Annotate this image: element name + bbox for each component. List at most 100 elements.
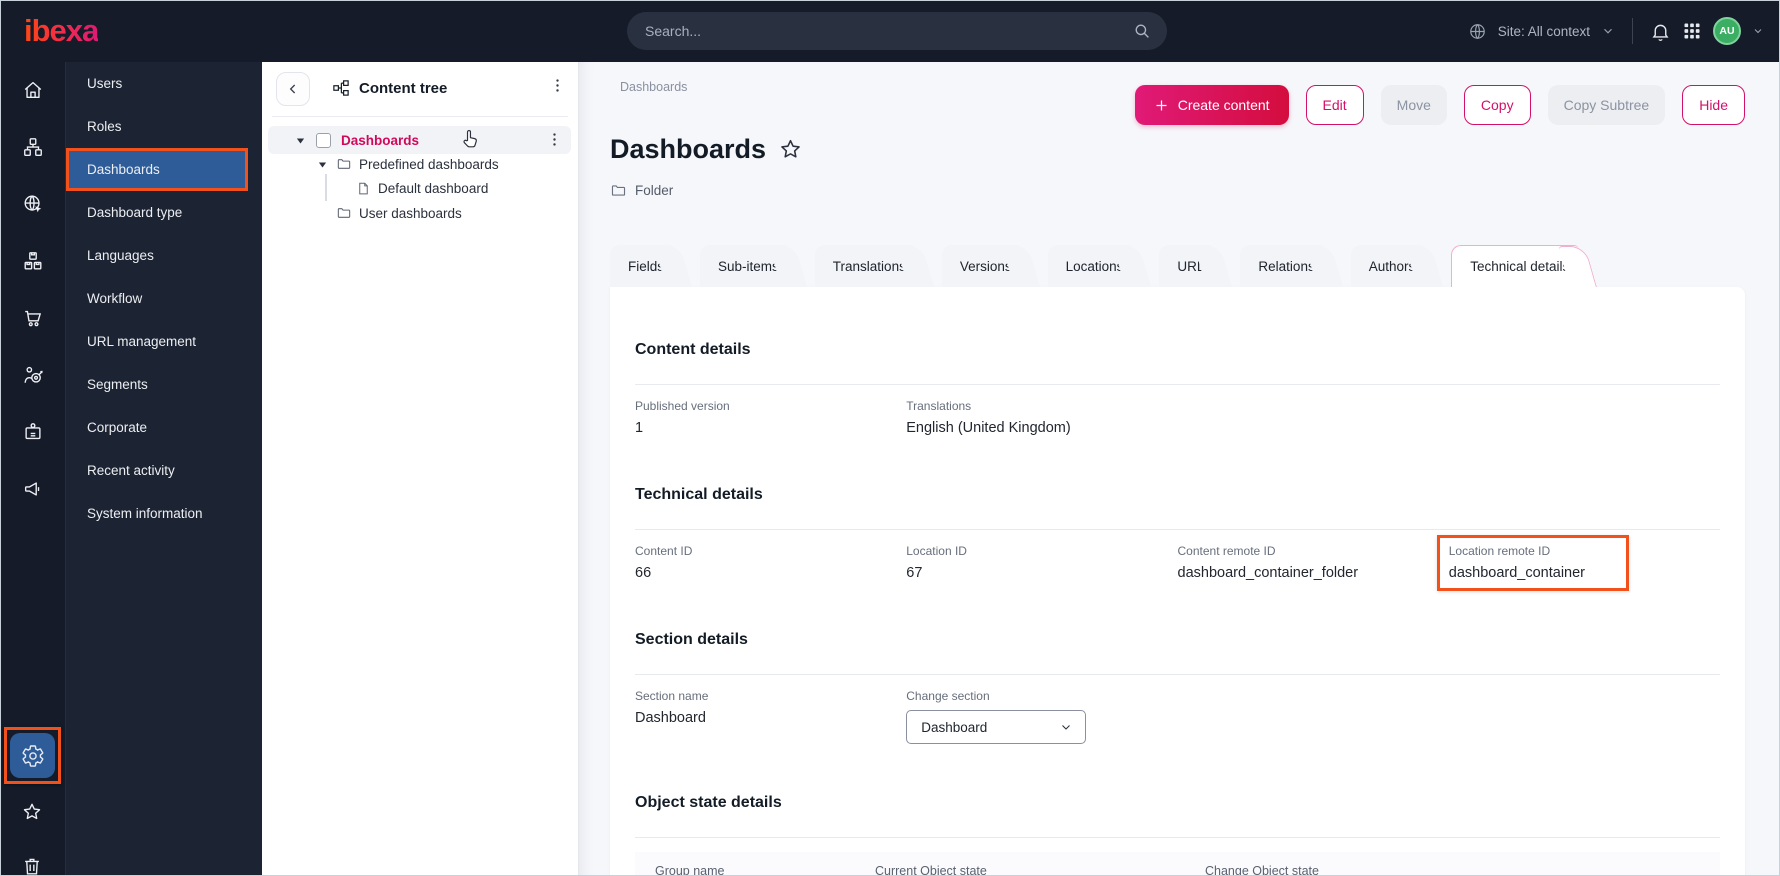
field-published-version: Published version 1 [635,399,730,436]
object-state-table-header: Group name Current Object state Change O… [635,852,1720,876]
site-globe-icon[interactable] [22,193,44,215]
sidebar-item-system-information[interactable]: System information [87,506,203,521]
tab-translations[interactable]: Translations [814,245,916,287]
sidebar-item-corporate[interactable]: Corporate [87,420,148,435]
corporate-badge-icon[interactable] [22,421,44,443]
move-button: Move [1380,85,1447,125]
copy-button[interactable]: Copy [1463,85,1531,125]
settings-gear-icon[interactable] [10,733,55,778]
copy-subtree-button: Copy Subtree [1547,85,1666,125]
tree-separator [272,116,568,117]
folder-icon [336,156,352,172]
tab-versions[interactable]: Versions [941,245,1022,287]
collapse-panel-button[interactable] [276,72,310,106]
tree-node-checkbox[interactable] [316,132,331,148]
content-tree-panel: Content tree Dashboards Predefin [262,62,579,876]
content-tree-title: Content tree [359,79,448,97]
sidebar-item-url-management[interactable]: URL management [87,334,197,349]
tab-technical-details[interactable]: Technical details [1451,245,1580,287]
home-icon[interactable] [22,79,44,101]
object-state-section: Object state details Group name Current … [635,794,1720,876]
tree-node-label[interactable]: Dashboards [341,132,420,148]
hide-button[interactable]: Hide [1682,85,1745,125]
tree-node-default-dashboard[interactable]: Default dashboard [262,176,579,200]
bookmark-star-icon[interactable] [778,137,803,162]
tab-authors[interactable]: Authors [1350,245,1426,287]
chevron-down-icon [1059,720,1073,734]
field-section-name: Section name Dashboard [635,689,709,726]
tree-node-label[interactable]: Default dashboard [378,180,489,196]
field-translations: Translations English (United Kingdom) [906,399,1071,436]
section-heading: Content details [635,341,751,358]
content-structure-icon[interactable] [22,136,44,158]
column-header: Current Object state [875,864,987,876]
content-type-label: Folder [635,183,674,198]
topbar-divider [1632,18,1633,44]
app-grid-icon[interactable] [1682,21,1702,41]
sidebar-item-recent-activity[interactable]: Recent activity [87,463,175,478]
tree-node-label[interactable]: Predefined dashboards [359,156,499,172]
caret-down-icon[interactable] [296,136,305,145]
create-content-button[interactable]: Create content [1134,85,1289,125]
trash-icon[interactable] [21,855,43,876]
mouse-pointer-hand-icon [460,128,482,150]
site-globe-icon [1468,22,1487,41]
personalization-target-icon[interactable] [22,364,44,386]
ibexa-logo: ibexa [24,13,99,48]
sidebar-item-roles[interactable]: Roles [87,119,122,134]
section-heading: Technical details [635,486,763,503]
campaign-megaphone-icon[interactable] [22,478,44,500]
change-section-select[interactable]: Dashboard [906,710,1087,744]
chevron-down-icon[interactable] [1601,24,1615,38]
tab-bar: Fields Sub-items Translations Versions L… [610,245,1605,287]
tree-node-user-dashboards[interactable]: User dashboards [262,201,579,225]
sidebar-item-languages[interactable]: Languages [87,248,154,263]
field-change-section: Change section Dashboard [906,689,1177,744]
sidebar-item-segments[interactable]: Segments [87,377,148,392]
edit-button[interactable]: Edit [1305,85,1364,125]
field-content-id: Content ID 66 [635,544,693,581]
tree-node-label[interactable]: User dashboards [359,205,462,221]
sidebar-item-dashboards[interactable]: Dashboards [66,148,248,191]
field-content-remote-id: Content remote ID dashboard_container_fo… [1177,544,1359,581]
content-details-section: Content details Published version 1 Tran… [635,341,1720,436]
node-kebab-icon[interactable] [546,131,563,148]
field-location-id: Location ID 67 [906,544,967,581]
tree-node-dashboards[interactable]: Dashboards [268,126,571,154]
admin-sidebar: Users Roles Dashboards Dashboard type La… [65,62,262,876]
tab-relations[interactable]: Relations [1240,245,1325,287]
folder-icon [610,182,627,199]
search-input[interactable] [645,23,1133,39]
notification-bell-icon[interactable] [1650,21,1671,42]
bookmarks-star-icon[interactable] [21,801,43,823]
site-context-label[interactable]: Site: All context [1497,23,1590,39]
commerce-cart-icon[interactable] [22,307,44,329]
sidebar-item-users[interactable]: Users [87,76,123,91]
sidebar-item-dashboard-type[interactable]: Dashboard type [87,205,183,220]
tree-node-predefined-dashboards[interactable]: Predefined dashboards [262,152,579,176]
tab-sub-items[interactable]: Sub-items [700,245,789,287]
global-search[interactable] [627,12,1167,50]
breadcrumb[interactable]: Dashboards [620,80,688,94]
product-catalog-icon[interactable] [22,250,44,272]
main-content: Dashboards Create content Edit Move Copy… [579,62,1780,876]
annotation-box-settings [4,727,61,784]
tab-fields[interactable]: Fields [610,245,675,287]
content-tree-icon [332,79,350,97]
topbar: ibexa Site: All context AU [0,0,1780,62]
section-heading: Object state details [635,794,782,811]
sidebar-item-workflow[interactable]: Workflow [87,291,143,306]
tab-locations[interactable]: Locations [1047,245,1134,287]
chevron-down-icon[interactable] [1752,25,1764,37]
technical-details-card: Content details Published version 1 Tran… [610,287,1745,876]
tab-url[interactable]: URL [1159,245,1215,287]
section-heading: Section details [635,631,748,648]
caret-down-icon[interactable] [318,160,327,169]
column-header: Group name [655,864,725,876]
tree-guide-line [325,174,327,201]
avatar[interactable]: AU [1713,17,1741,45]
tree-menu-kebab-icon[interactable] [549,77,566,94]
search-icon[interactable] [1133,22,1151,40]
column-header: Change Object state [1205,864,1319,876]
